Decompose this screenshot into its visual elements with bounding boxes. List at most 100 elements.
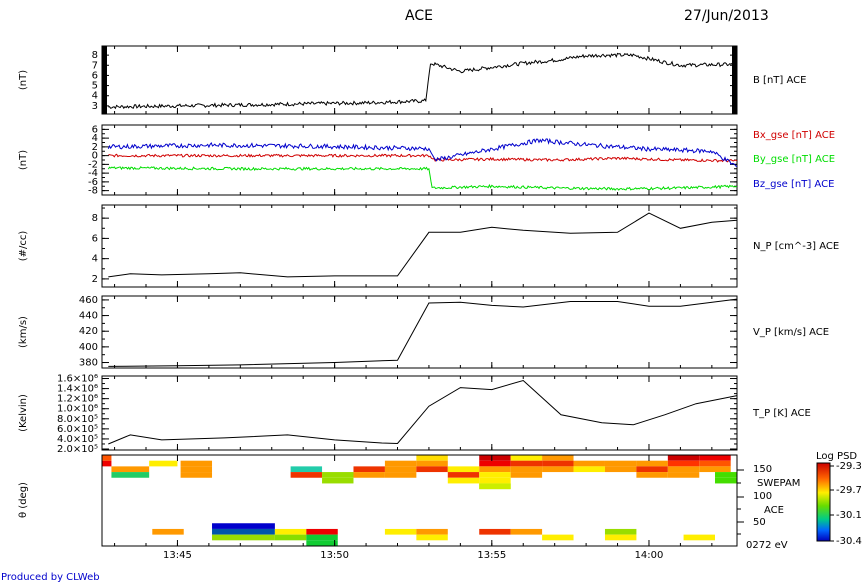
spectrogram-cell bbox=[699, 466, 731, 473]
spectrogram-cell bbox=[353, 466, 385, 473]
spectrogram-cell bbox=[667, 455, 700, 461]
spectrogram-cell bbox=[510, 472, 543, 478]
series-label: T_P [K] ACE bbox=[752, 408, 811, 419]
spectrogram-cell bbox=[212, 534, 275, 541]
x-tick-label: 13:50 bbox=[320, 550, 349, 561]
spectrogram-cell bbox=[479, 483, 511, 490]
spectrogram-cell bbox=[604, 460, 637, 467]
y-tick-label: 6.0×10⁵ bbox=[57, 424, 98, 435]
y-axis-label: (km/s) bbox=[18, 316, 29, 348]
colorbar-tick-label: -30.1 bbox=[836, 510, 862, 521]
spectrogram-cell bbox=[479, 472, 511, 478]
series-line-b bbox=[108, 52, 738, 110]
series-line-by_gse bbox=[107, 166, 738, 191]
spectrogram-cell bbox=[306, 528, 338, 535]
y-tick-label: 6 bbox=[92, 233, 98, 244]
y-tick-label: 5 bbox=[92, 81, 98, 92]
spectrogram-cell bbox=[542, 460, 574, 467]
y-tick-label: -2 bbox=[88, 159, 98, 170]
spectrogram-cell bbox=[306, 540, 338, 546]
spectrogram-cell bbox=[384, 472, 417, 478]
spectrogram-cell bbox=[274, 534, 307, 541]
spectrogram-cell bbox=[290, 466, 323, 473]
colorbar-bar bbox=[816, 462, 831, 542]
y-tick-label: -6 bbox=[88, 177, 98, 188]
y-axis-label: (#/cc) bbox=[18, 231, 29, 262]
y-tick-label: 0 bbox=[92, 151, 98, 162]
spectrogram-cell bbox=[149, 460, 178, 467]
series-line-bx_gse bbox=[108, 153, 738, 163]
x-tick-label: 13:45 bbox=[163, 550, 192, 561]
edge-bar-right bbox=[732, 46, 737, 114]
y-tick-label: 3 bbox=[92, 101, 98, 112]
credit-text: Produced by CLWeb bbox=[1, 572, 100, 583]
spectrogram-cell bbox=[510, 460, 543, 467]
spectrogram-cell bbox=[510, 466, 543, 473]
y-tick-label: -8 bbox=[88, 186, 98, 197]
spectrogram-cell bbox=[604, 534, 637, 541]
spectrogram-cell bbox=[699, 460, 731, 467]
spectrogram-cell bbox=[573, 466, 605, 473]
spectrogram-cell bbox=[479, 455, 511, 461]
y-tick-label: 460 bbox=[79, 295, 98, 306]
spectrogram-cell bbox=[573, 460, 605, 467]
y-tick-label: 4 bbox=[92, 91, 98, 102]
spectrogram-cell bbox=[416, 466, 448, 473]
edge-bar-left bbox=[102, 46, 107, 114]
spectrogram-cell bbox=[542, 455, 574, 461]
y-tick-label: 1.2×10⁶ bbox=[57, 394, 98, 405]
series-line-n_p bbox=[108, 212, 738, 278]
spectrogram-axis-label: SWEPAM bbox=[757, 478, 800, 489]
y-tick-label: 440 bbox=[79, 311, 98, 322]
y-tick-label: 2.0×10⁵ bbox=[57, 444, 98, 455]
spectrogram-cell bbox=[180, 472, 213, 478]
spectrogram-cell bbox=[542, 466, 574, 473]
panel-tp: 2.0×10⁵4.0×10⁵6.0×10⁵8.0×10⁵1.0×10⁶1.2×1… bbox=[18, 374, 811, 455]
panel-frame bbox=[101, 295, 738, 369]
spectrogram-cell bbox=[636, 466, 668, 473]
spectrogram-cell bbox=[290, 472, 323, 478]
spectrogram-cell bbox=[111, 472, 150, 478]
y-tick-label: 1.0×10⁶ bbox=[57, 404, 98, 415]
y-tick-label: 4 bbox=[92, 133, 98, 144]
spectrogram-cell bbox=[152, 528, 184, 535]
y-tick-label: 420 bbox=[79, 326, 98, 337]
spectrogram-cell bbox=[212, 528, 275, 535]
panel-frame bbox=[101, 454, 738, 547]
colorbar: Log PSD-29.3 -29.7 -30.1 -30.4 bbox=[816, 451, 862, 547]
y-tick-label: 8.0×10⁵ bbox=[57, 414, 98, 425]
y-tick-label: 2 bbox=[92, 274, 98, 285]
panel-vp: 380 400 420 440 460 (km/s) V_P [km/s] ACE bbox=[18, 295, 829, 369]
y-tick-label: 1.6×10⁶ bbox=[57, 374, 98, 385]
y-axis-label: (Kelvin) bbox=[18, 394, 29, 432]
y-tick-label: 8 bbox=[92, 50, 98, 61]
spectrogram-cell bbox=[510, 455, 543, 461]
spectrogram-cell bbox=[322, 472, 354, 478]
spectrogram-cell bbox=[447, 466, 480, 473]
spectrogram-cell bbox=[447, 472, 480, 478]
series-label: N_P [cm^-3] ACE bbox=[753, 241, 839, 252]
spectrogram-cell bbox=[667, 466, 700, 473]
spectrogram-cell bbox=[683, 534, 715, 541]
spectrogram-cell bbox=[416, 528, 448, 535]
spectrogram-cell bbox=[447, 477, 480, 484]
panel-frame bbox=[101, 375, 738, 451]
panel-frame bbox=[101, 204, 738, 288]
spectrogram-cell bbox=[604, 466, 637, 473]
y-tick-label: 400 bbox=[79, 342, 98, 353]
spectrogram-cell bbox=[479, 477, 511, 484]
chart-date: 27/Jun/2013 bbox=[684, 8, 769, 24]
series-label: Bx_gse [nT] ACE bbox=[753, 130, 835, 141]
y-tick-label: 1.4×10⁶ bbox=[57, 384, 98, 395]
spectrogram-cell bbox=[102, 460, 112, 467]
spectrogram-cell bbox=[384, 460, 417, 467]
x-tick-label: 14:00 bbox=[635, 550, 664, 561]
series-label: V_P [km/s] ACE bbox=[753, 327, 829, 338]
colorbar-tick-label: -29.7 bbox=[836, 485, 862, 496]
spectrogram-cell bbox=[212, 523, 275, 529]
series-label: B [nT] ACE bbox=[753, 75, 806, 86]
spectrogram-cell bbox=[667, 472, 700, 478]
